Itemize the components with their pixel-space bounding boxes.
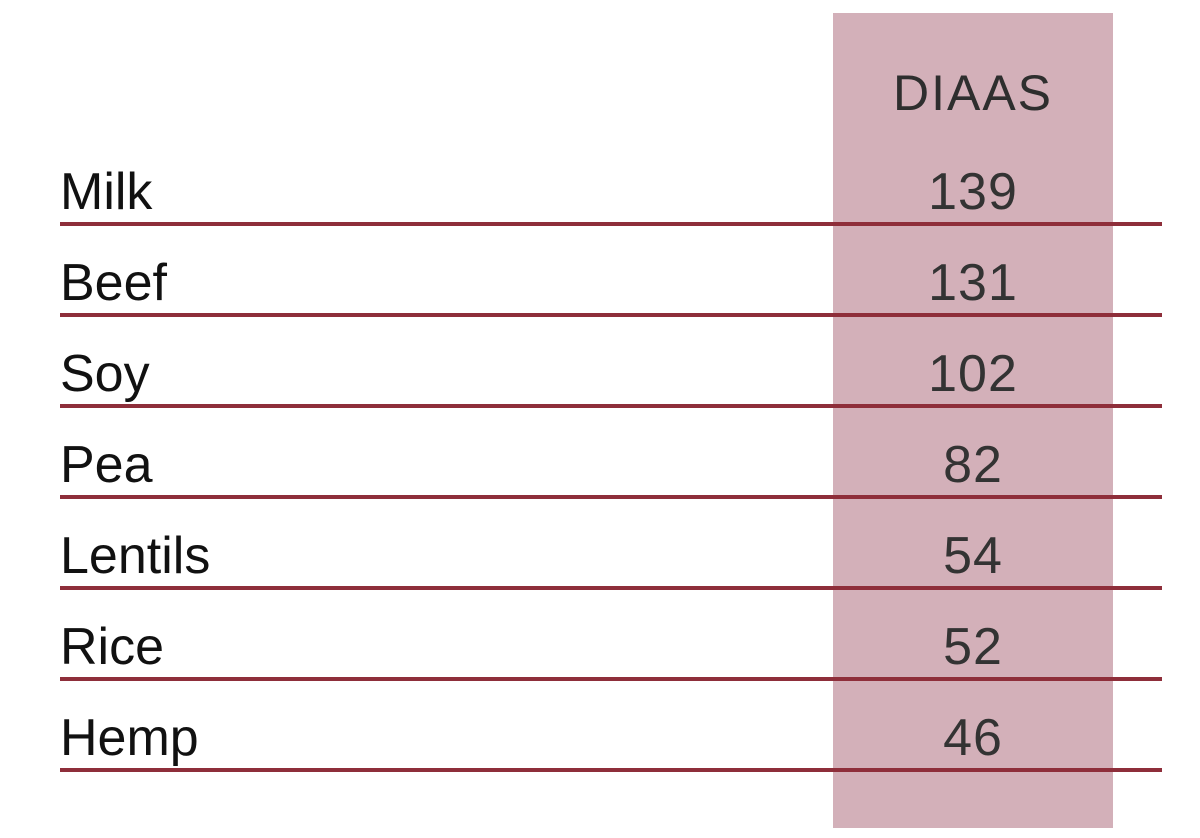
row-label: Soy bbox=[60, 345, 150, 403]
diaas-column-highlight bbox=[833, 13, 1113, 828]
column-header-diaas: DIAAS bbox=[892, 65, 1054, 121]
row-label: Pea bbox=[60, 436, 153, 494]
table-row: Soy 102 bbox=[60, 317, 1162, 408]
table-body: Milk 139 Beef 131 Soy 102 Pea 82 Lentils… bbox=[60, 135, 1162, 772]
row-value: 82 bbox=[943, 436, 1003, 494]
table-row: Lentils 54 bbox=[60, 499, 1162, 590]
row-value: 46 bbox=[943, 709, 1003, 767]
row-value: 54 bbox=[943, 527, 1003, 585]
row-value: 139 bbox=[928, 163, 1018, 221]
row-label: Rice bbox=[60, 618, 165, 676]
row-label: Hemp bbox=[60, 709, 199, 767]
row-label: Beef bbox=[60, 254, 167, 312]
table-row: Hemp 46 bbox=[60, 681, 1162, 772]
row-value: 102 bbox=[928, 345, 1018, 403]
row-label: Milk bbox=[60, 163, 153, 221]
table-row: Milk 139 bbox=[60, 135, 1162, 226]
table-row: Rice 52 bbox=[60, 590, 1162, 681]
row-label: Lentils bbox=[60, 527, 211, 585]
table-row: Pea 82 bbox=[60, 408, 1162, 499]
row-value: 131 bbox=[928, 254, 1018, 312]
table-row: Beef 131 bbox=[60, 226, 1162, 317]
row-value: 52 bbox=[943, 618, 1003, 676]
